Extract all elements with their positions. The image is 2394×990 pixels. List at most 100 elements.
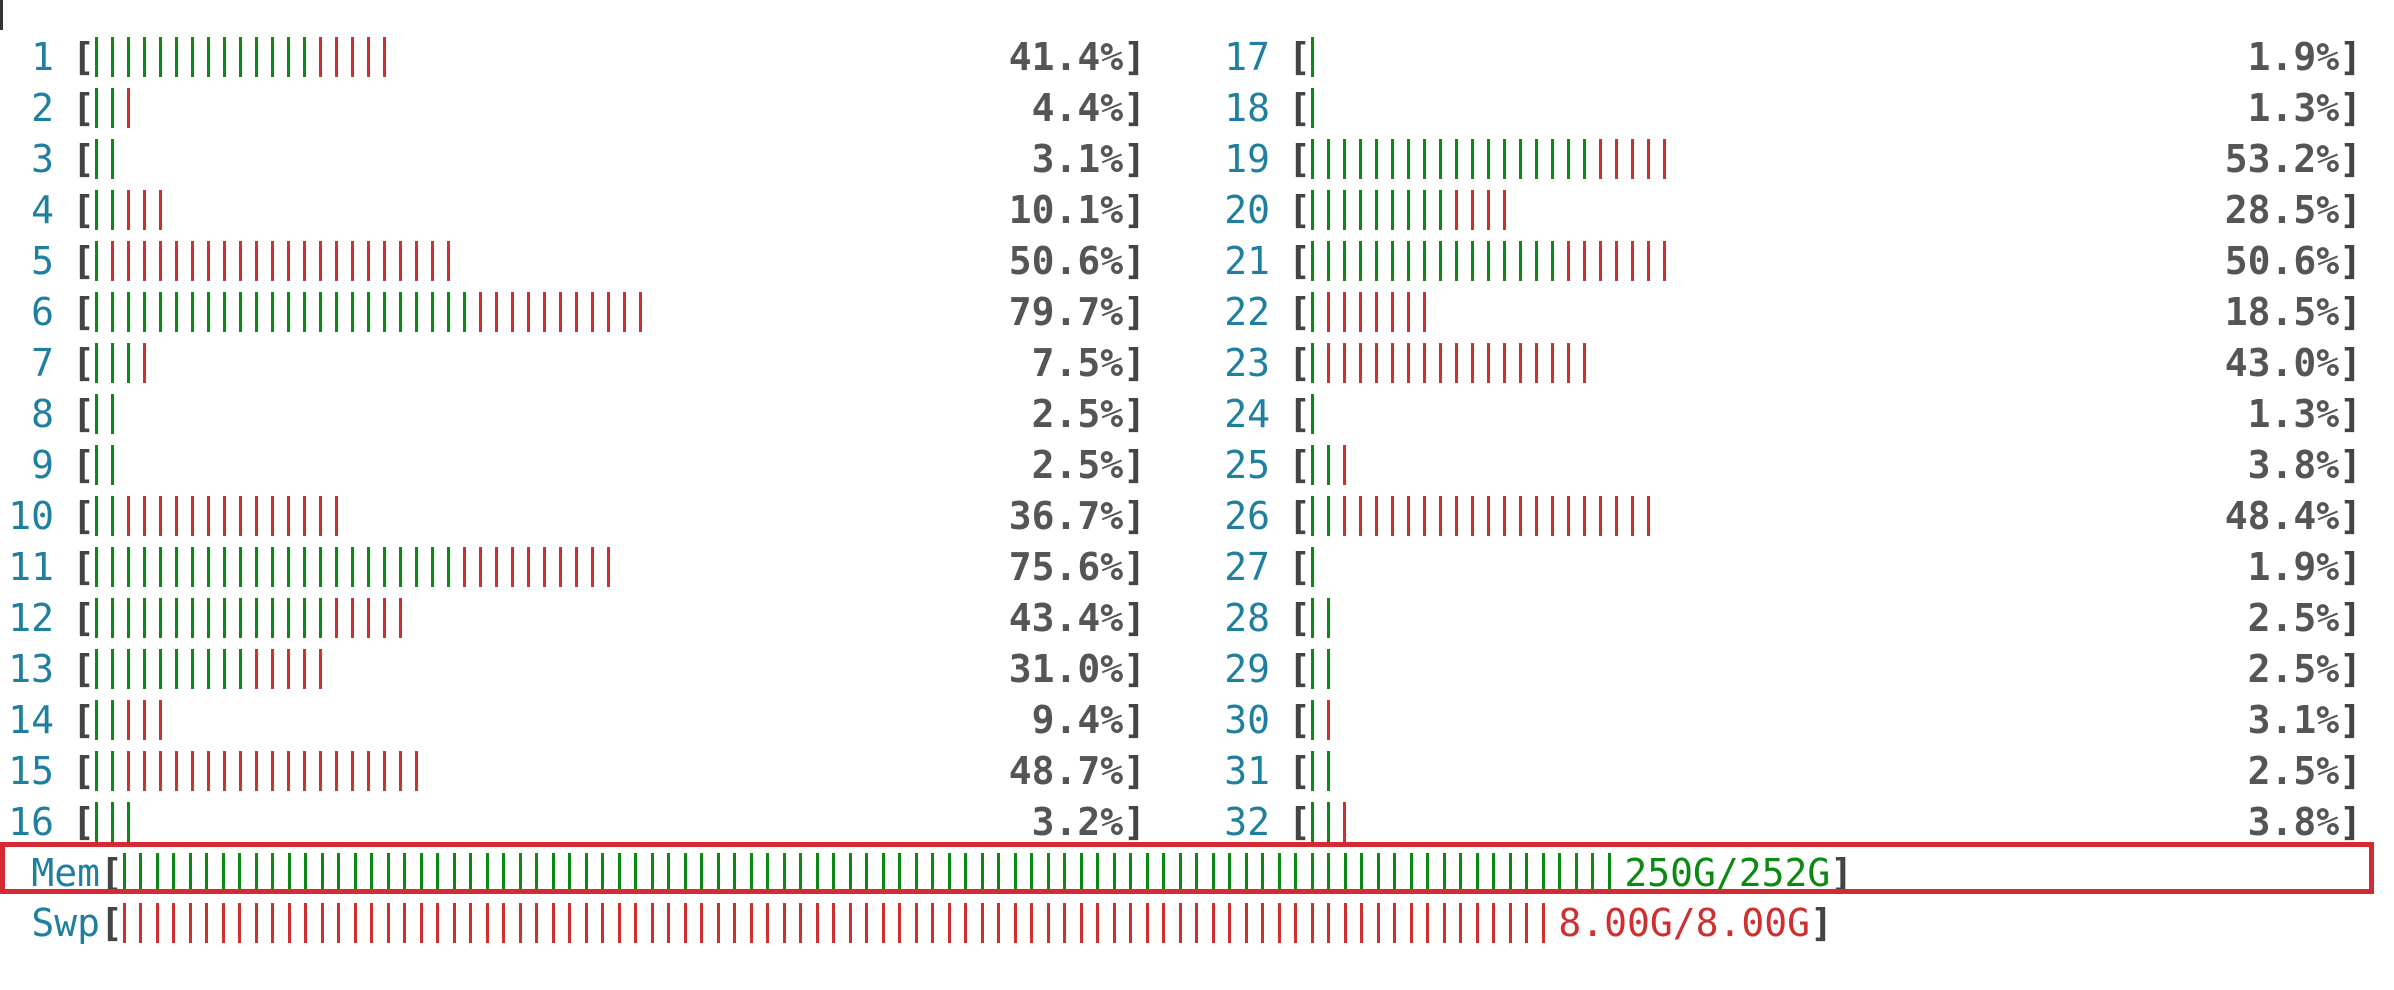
usage-tick-green	[430, 292, 434, 332]
usage-tick-green	[302, 292, 306, 332]
swap-tick	[304, 903, 308, 943]
cpu-percent: 53.2%	[2224, 137, 2340, 181]
usage-tick-green	[302, 37, 306, 77]
usage-tick-red	[206, 241, 210, 281]
usage-tick-red	[606, 292, 610, 332]
memory-tick	[370, 853, 374, 893]
cpu-row: 7[	[0, 338, 159, 388]
bracket-close: ]	[2339, 137, 2362, 181]
usage-tick-red	[318, 496, 322, 536]
usage-tick-red	[1358, 343, 1362, 383]
memory-tick	[964, 853, 968, 893]
usage-tick-red	[334, 751, 338, 791]
swap-tick	[1195, 903, 1199, 943]
usage-tick-green	[110, 445, 114, 485]
usage-tick-green	[110, 496, 114, 536]
usage-tick-green	[206, 37, 210, 77]
usage-tick-green	[190, 649, 194, 689]
cpu-percent-cell: 3.8%]	[2182, 797, 2362, 847]
cpu-percent-cell: 2.5%]	[2182, 746, 2362, 796]
usage-tick-red	[1422, 292, 1426, 332]
swap-tick	[436, 903, 440, 943]
cpu-usage-bar	[94, 32, 399, 82]
usage-tick-red	[1342, 496, 1346, 536]
bracket-open: [	[1288, 443, 1311, 487]
memory-tick	[1343, 853, 1347, 893]
usage-tick-green	[142, 547, 146, 587]
memory-tick	[271, 853, 275, 893]
usage-tick-green	[94, 598, 98, 638]
bracket-open: [	[72, 392, 95, 436]
memory-bar	[122, 848, 1625, 898]
usage-tick-red	[1518, 496, 1522, 536]
usage-tick-red	[1566, 496, 1570, 536]
cpu-percent: 2.5%	[1031, 392, 1124, 436]
cpu-row: 18 [	[1198, 83, 1327, 133]
cpu-row: 10 [	[0, 491, 351, 541]
usage-tick-green	[222, 598, 226, 638]
usage-tick-green	[1342, 190, 1346, 230]
cpu-percent: 3.1%	[1031, 137, 1124, 181]
cpu-number: 26	[1224, 494, 1270, 538]
cpu-usage-bar	[1310, 32, 1327, 82]
usage-tick-green	[142, 598, 146, 638]
cpu-percent: 48.4%	[2224, 494, 2340, 538]
usage-tick-green	[318, 292, 322, 332]
usage-tick-red	[1406, 292, 1410, 332]
bracket-close: ]	[1123, 86, 1146, 130]
usage-tick-red	[382, 37, 386, 77]
cpu-percent-cell: 3.1%]	[2182, 695, 2362, 745]
swap-tick	[287, 903, 291, 943]
swap-tick	[1261, 903, 1265, 943]
cpu-usage-bar	[1310, 134, 1679, 184]
memory-tick	[782, 853, 786, 893]
swap-tick	[188, 903, 192, 943]
memory-tick	[1409, 853, 1413, 893]
usage-tick-green	[142, 292, 146, 332]
cpu-percent-cell: 79.7%]	[966, 287, 1146, 337]
memory-tick	[1475, 853, 1479, 893]
usage-tick-green	[126, 547, 130, 587]
swap-tick	[700, 903, 704, 943]
usage-tick-green	[190, 37, 194, 77]
swap-tick	[1508, 903, 1512, 943]
swap-tick	[518, 903, 522, 943]
cpu-row: 22 [	[1198, 287, 1439, 337]
usage-tick-green	[1390, 139, 1394, 179]
swap-tick	[403, 903, 407, 943]
memory-tick	[403, 853, 407, 893]
cpu-percent: 1.9%	[2247, 545, 2340, 589]
usage-tick-red	[1342, 802, 1346, 842]
usage-tick-red	[1374, 343, 1378, 383]
swap-tick	[1244, 903, 1248, 943]
cpu-percent: 3.2%	[1031, 800, 1124, 844]
cpu-number: 7	[31, 341, 54, 385]
usage-tick-red	[1630, 496, 1634, 536]
cpu-usage-bar	[1310, 491, 1663, 541]
swap-tick	[1112, 903, 1116, 943]
cpu-percent-cell: 10.1%]	[966, 185, 1146, 235]
memory-tick	[914, 853, 918, 893]
usage-tick-red	[222, 241, 226, 281]
usage-tick-green	[1358, 241, 1362, 281]
usage-tick-green	[1326, 751, 1330, 791]
usage-tick-red	[1662, 139, 1666, 179]
usage-tick-green	[126, 37, 130, 77]
bracket-close: ]	[1123, 545, 1146, 589]
cpu-number: 8	[31, 392, 54, 436]
bracket-open: [	[1288, 494, 1311, 538]
usage-tick-green	[334, 292, 338, 332]
cpu-row: 24 [	[1198, 389, 1327, 439]
usage-tick-green	[174, 292, 178, 332]
memory-tick	[1228, 853, 1232, 893]
bracket-open: [	[1288, 545, 1311, 589]
usage-tick-green	[126, 343, 130, 383]
swap-tick	[1162, 903, 1166, 943]
memory-tick	[832, 853, 836, 893]
memory-tick	[1178, 853, 1182, 893]
usage-tick-red	[174, 241, 178, 281]
cpu-usage-bar	[94, 593, 415, 643]
cpu-number: 11	[8, 545, 54, 589]
swap-tick	[1228, 903, 1232, 943]
usage-tick-red	[1470, 190, 1474, 230]
